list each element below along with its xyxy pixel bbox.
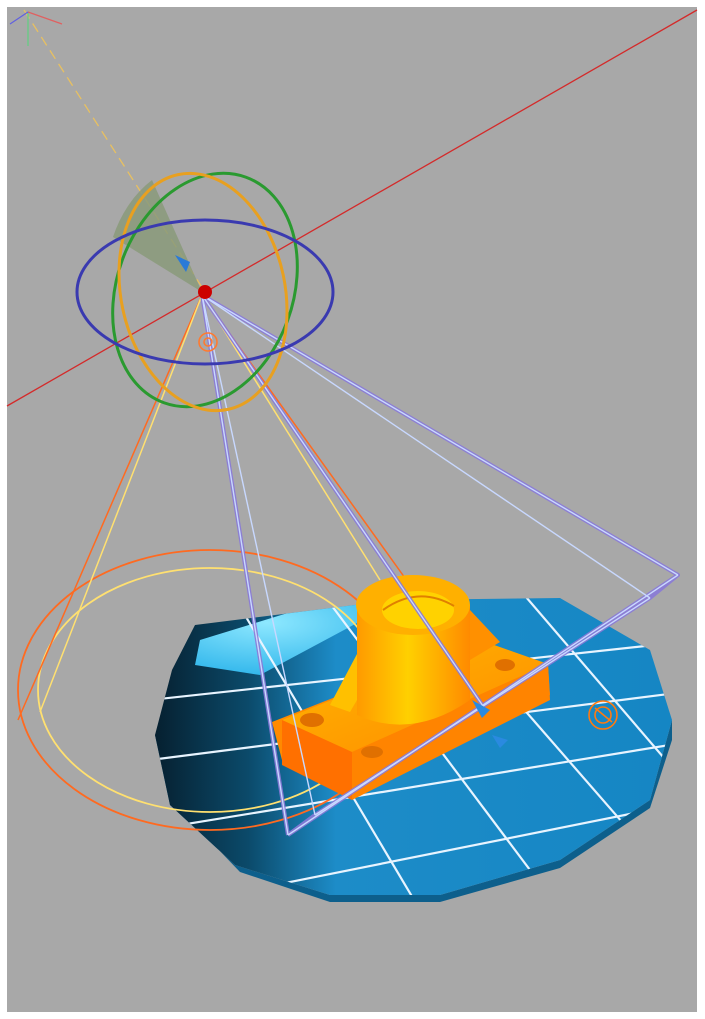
x-axis-line: [6, 9, 698, 407]
rotate-gizmo-icon[interactable]: [75, 147, 335, 433]
light-handle-icon[interactable]: [472, 700, 508, 748]
gizmo-arrow: [175, 255, 190, 272]
gizmo-center: [198, 285, 212, 299]
gizmo-x-ring: [117, 171, 289, 413]
spotlight-cone[interactable]: [17, 294, 411, 831]
axis-gizmo-icon: [9, 11, 63, 46]
light-target-icon[interactable]: [588, 700, 618, 730]
spotlight-icon[interactable]: [198, 332, 218, 352]
gizmo-z-ring: [75, 218, 335, 366]
area-light-frame[interactable]: [200, 293, 680, 837]
bracket-part[interactable]: [272, 575, 550, 800]
